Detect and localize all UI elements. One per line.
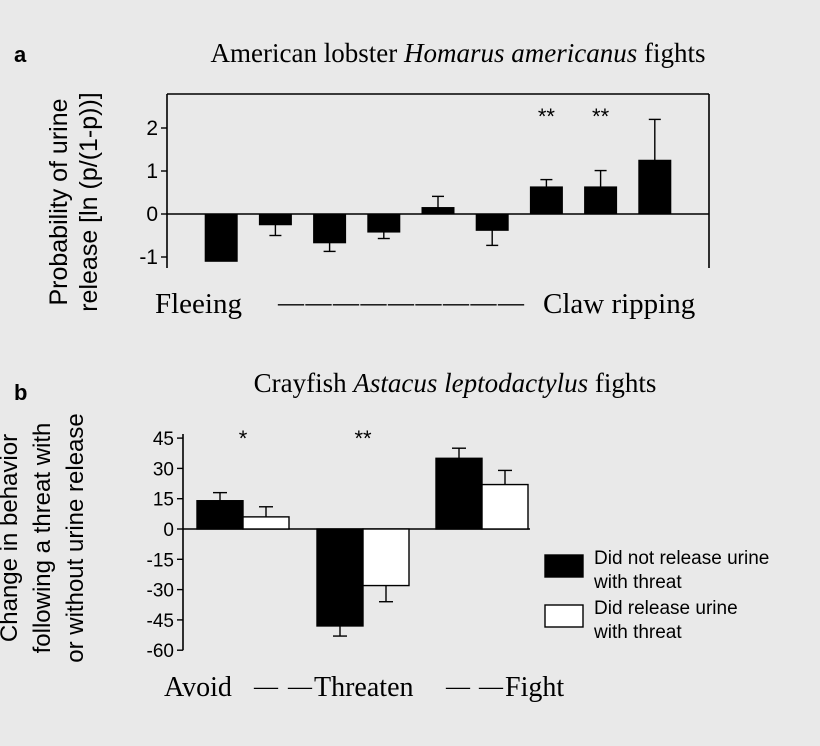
title-part: Homarus americanus xyxy=(403,38,637,68)
bar xyxy=(481,483,529,530)
bar xyxy=(638,159,672,215)
axis-label-line: following a threat with xyxy=(29,423,56,654)
axis-label-line: or without urine release xyxy=(62,413,89,662)
bar xyxy=(584,186,618,215)
scale-left-label: Fleeing xyxy=(155,288,242,320)
legend-label-line: Did release urine xyxy=(594,598,738,619)
legend-label-line: Did not release urine xyxy=(594,548,769,569)
y-tick-label: 1 xyxy=(146,160,158,183)
category-labels: Avoid Threaten Fight— — — — xyxy=(164,672,564,703)
y-tick-label: 0 xyxy=(163,520,174,541)
bar xyxy=(196,500,244,530)
panel-a-y-axis-label: Probability of urinerelease [ln (p/(1-p)… xyxy=(45,92,103,312)
panel-a-title: American lobster Homarus americanus figh… xyxy=(211,38,706,68)
panel-b-y-axis-label: Change in behavior following a threat wit… xyxy=(0,413,89,662)
legend-swatch xyxy=(544,604,584,628)
y-tick-label: -1 xyxy=(139,246,158,269)
category-connector: — — xyxy=(253,674,313,700)
legend-label-line: with threat xyxy=(593,622,682,643)
bar xyxy=(204,213,238,262)
bar xyxy=(258,213,292,226)
bar xyxy=(316,528,364,627)
y-tick-label: -30 xyxy=(147,581,174,602)
bar xyxy=(367,213,401,233)
axis-label-line: release [ln (p/(1-p))] xyxy=(75,92,103,312)
title-part: fights xyxy=(588,368,656,398)
axis-label-line: Change in behavior xyxy=(0,434,23,642)
bar xyxy=(242,516,290,530)
y-tick-label: 30 xyxy=(153,459,174,480)
bar xyxy=(313,213,347,244)
y-tick-label: 0 xyxy=(146,203,158,226)
title-part: fights xyxy=(637,38,705,68)
category-label: Threaten xyxy=(314,672,414,703)
panel-a-plot-area: -1 0 1 2 ** ** xyxy=(139,93,710,269)
significance-marker: ** xyxy=(592,104,610,129)
bar xyxy=(421,207,455,215)
significance-marker: * xyxy=(239,426,248,451)
panel-b: b Crayfish Astacus leptodactylus fights … xyxy=(0,368,769,703)
legend-label: Did not release urine with threat xyxy=(593,548,769,593)
y-tick-label: -60 xyxy=(147,641,174,662)
y-tick-label: 15 xyxy=(153,490,174,511)
legend-label: Did release urine with threat xyxy=(593,598,738,643)
bar xyxy=(435,457,483,530)
legend-label-line: with threat xyxy=(593,572,682,593)
title-part: Astacus leptodactylus xyxy=(351,368,588,398)
significance-marker: ** xyxy=(538,104,556,129)
y-tick-label: 45 xyxy=(153,429,174,450)
y-tick-label: 2 xyxy=(146,117,158,140)
category-label: Fight xyxy=(505,672,564,703)
bar xyxy=(362,528,410,587)
panel-a: a American lobster Homarus americanus fi… xyxy=(14,38,710,320)
panel-label-a: a xyxy=(14,42,27,67)
y-tick-label: -15 xyxy=(147,550,174,571)
legend-swatch xyxy=(544,554,584,578)
title-part: Crayfish xyxy=(254,368,354,398)
panel-b-title: Crayfish Astacus leptodactylus fights xyxy=(254,368,657,398)
scale-dash-line: — — — — — — — — — xyxy=(277,288,525,317)
y-tick-label: -45 xyxy=(147,611,174,632)
panel-label-b: b xyxy=(14,380,27,405)
axis-label-line: Probability of urine xyxy=(45,98,73,305)
category-label: Avoid xyxy=(164,672,232,703)
significance-marker: ** xyxy=(354,426,372,451)
scale-right-label: Claw ripping xyxy=(543,288,695,320)
bar xyxy=(475,213,509,231)
category-connector: — — xyxy=(445,674,504,700)
title-part: American lobster xyxy=(211,38,404,68)
bar xyxy=(529,186,563,215)
